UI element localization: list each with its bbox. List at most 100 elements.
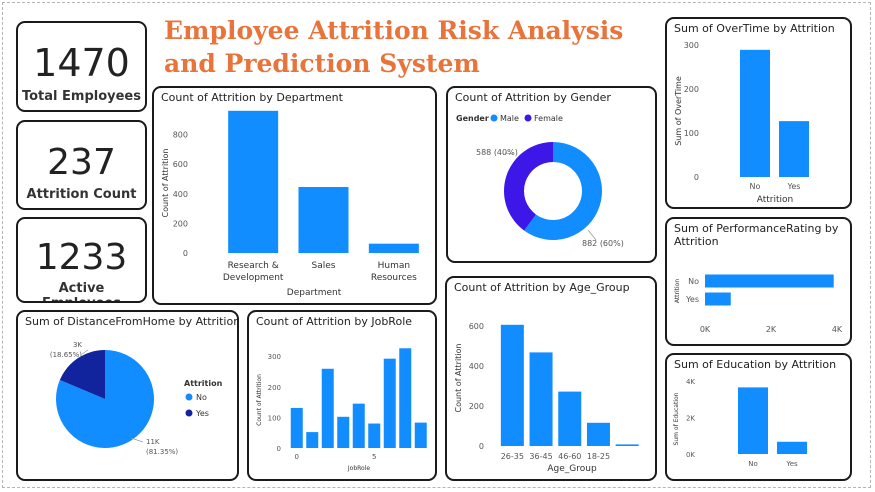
x-axis-label: Department [287,288,342,298]
kpi-value: 1233 [35,237,128,278]
department-bar-chart: 0 200 400 600 800 Research & Development Sales H… [161,110,419,298]
x-tick-label: Research & [228,261,279,271]
card-attrition-by-jobrole[interactable]: Count of Attrition by JobRole 0 100 200 300… [247,310,437,481]
bar-6 [368,423,381,448]
x-tick-label: 4K [832,325,843,334]
chart-title: Count of Attrition by Department [161,91,343,104]
chart-title: Count of Attrition by Age_Group [454,281,630,294]
y-tick-label: 300 [268,353,281,361]
bar-no [738,387,768,454]
y-axis-label: Sum of OverTime [674,76,683,146]
chart-title: Sum of PerformanceRating by Attrition [674,222,839,248]
x-tick-label: 36-45 [529,452,552,461]
y-tick-label: 400 [469,362,484,371]
chart-title: Sum of OverTime by Attrition [674,22,835,35]
bar-2 [306,432,319,448]
bar-1 [290,407,303,448]
chart-title: Count of Attrition by JobRole [256,315,413,328]
x-tick-label: 5 [372,453,376,461]
kpi-label: Attrition Count [26,187,137,202]
chart-title: Count of Attrition by Gender [455,91,611,104]
card-attrition-by-department[interactable]: Count of Attrition by Department 0 200 400… [152,86,437,305]
x-tick-label: Sales [312,261,336,271]
data-label-yes-percent: (18.65%) [50,351,82,359]
y-tick-label: 0K [686,451,695,459]
legend-label-no: No [196,393,207,402]
card-overtime-by-attrition[interactable]: Sum of OverTime by Attrition 0 100 200 300 N… [665,17,852,209]
x-tick-label: Human [378,261,410,271]
bar-1 [228,110,279,254]
label-leader [587,229,597,241]
y-tick-label: 100 [684,129,699,138]
data-label-female: 588 (40%) [476,148,518,157]
bar-3 [321,368,334,448]
bar-9 [414,422,427,448]
education-bar-chart: 0K 2K 4K No Yes Sum of Education [673,378,807,468]
kpi-label: Active Employees [42,281,121,301]
legend-label-male: Male [500,114,519,123]
x-tick-label: 2K [766,325,777,334]
chart-title: Sum of Education by Attrition [674,358,837,371]
data-label-no-percent: (81.35%) [146,448,178,456]
y-tick-label: 200 [173,219,188,228]
data-label-yes: 3K [73,341,82,349]
kpi-label: Total Employees [21,89,141,104]
bar-5 [615,444,639,446]
bar-yes [779,121,809,177]
bar-5 [352,403,365,448]
card-performance-by-attrition[interactable]: Sum of PerformanceRating by Attrition No… [665,217,852,346]
x-tick-label: Yes [785,460,798,468]
legend-dot-female [524,114,532,122]
x-tick-label: 0 [295,453,299,461]
bar-3 [368,243,419,253]
x-tick-label: Resources [371,273,417,283]
donut-slice-female [504,142,553,231]
card-distance-by-attrition[interactable]: Sum of DistanceFromHome by Attrition 11K… [16,310,239,481]
legend-title: Gender [456,114,489,123]
legend-title: Attrition [184,379,223,388]
y-axis-label: Attrition [674,279,681,304]
card-attrition-by-age-group[interactable]: Count of Attrition by Age_Group 0 200 400 6… [445,276,657,481]
bar-no [705,274,834,288]
y-axis-label: Sum of Education [673,392,680,445]
bar-no [740,49,770,178]
kpi-card-active[interactable]: 1233 Active Employees [16,217,147,303]
bar-4 [337,416,350,448]
y-tick-label: 2K [686,415,695,423]
y-tick-label: 0 [277,445,281,453]
card-education-by-attrition[interactable]: Sum of Education by Attrition 0K 2K 4K No Ye… [665,353,852,481]
legend-label-female: Female [534,114,563,123]
data-label-male: 882 (60%) [582,239,624,248]
bar-yes [705,292,731,306]
x-tick-label: No [750,182,761,191]
y-tick-label: No [688,277,699,286]
card-attrition-by-gender[interactable]: Count of Attrition by Gender Gender Male F… [446,86,657,263]
data-label-no: 11K [146,438,160,446]
bar-8 [399,348,412,448]
x-tick-label: 46-60 [558,452,581,461]
kpi-value: 237 [47,142,116,183]
y-tick-label: 200 [268,384,281,392]
x-axis-label: JobRole [347,465,370,472]
y-tick-label: 300 [684,41,699,50]
gender-donut-chart: Gender Male Female 882 (60%) 588 (40%) [456,114,624,248]
kpi-card-total[interactable]: 1470 Total Employees [16,21,147,112]
age-group-bar-chart: 0 200 400 600 26-35 36-45 46-60 18-25 Age_Group C… [454,322,639,474]
y-axis-label: Count of Attrition [161,149,170,218]
donut-slice-male [524,142,602,240]
legend-label-yes: Yes [195,409,209,418]
y-tick-label: 0 [183,249,188,258]
label-leader [130,437,144,443]
x-tick-label: 26-35 [501,452,524,461]
y-tick-label: 4K [686,378,695,386]
overtime-bar-chart: 0 100 200 300 No Yes Attrition Sum of OverTime [674,41,809,205]
x-tick-label: Development [223,273,284,283]
kpi-value: 1470 [33,41,130,85]
kpi-card-attrition[interactable]: 237 Attrition Count [16,120,147,210]
y-tick-label: 600 [469,322,484,331]
bar-2 [298,187,349,253]
x-tick-label: Yes [787,182,801,191]
y-tick-label: 0 [694,173,699,182]
y-tick-label: 100 [268,414,281,422]
